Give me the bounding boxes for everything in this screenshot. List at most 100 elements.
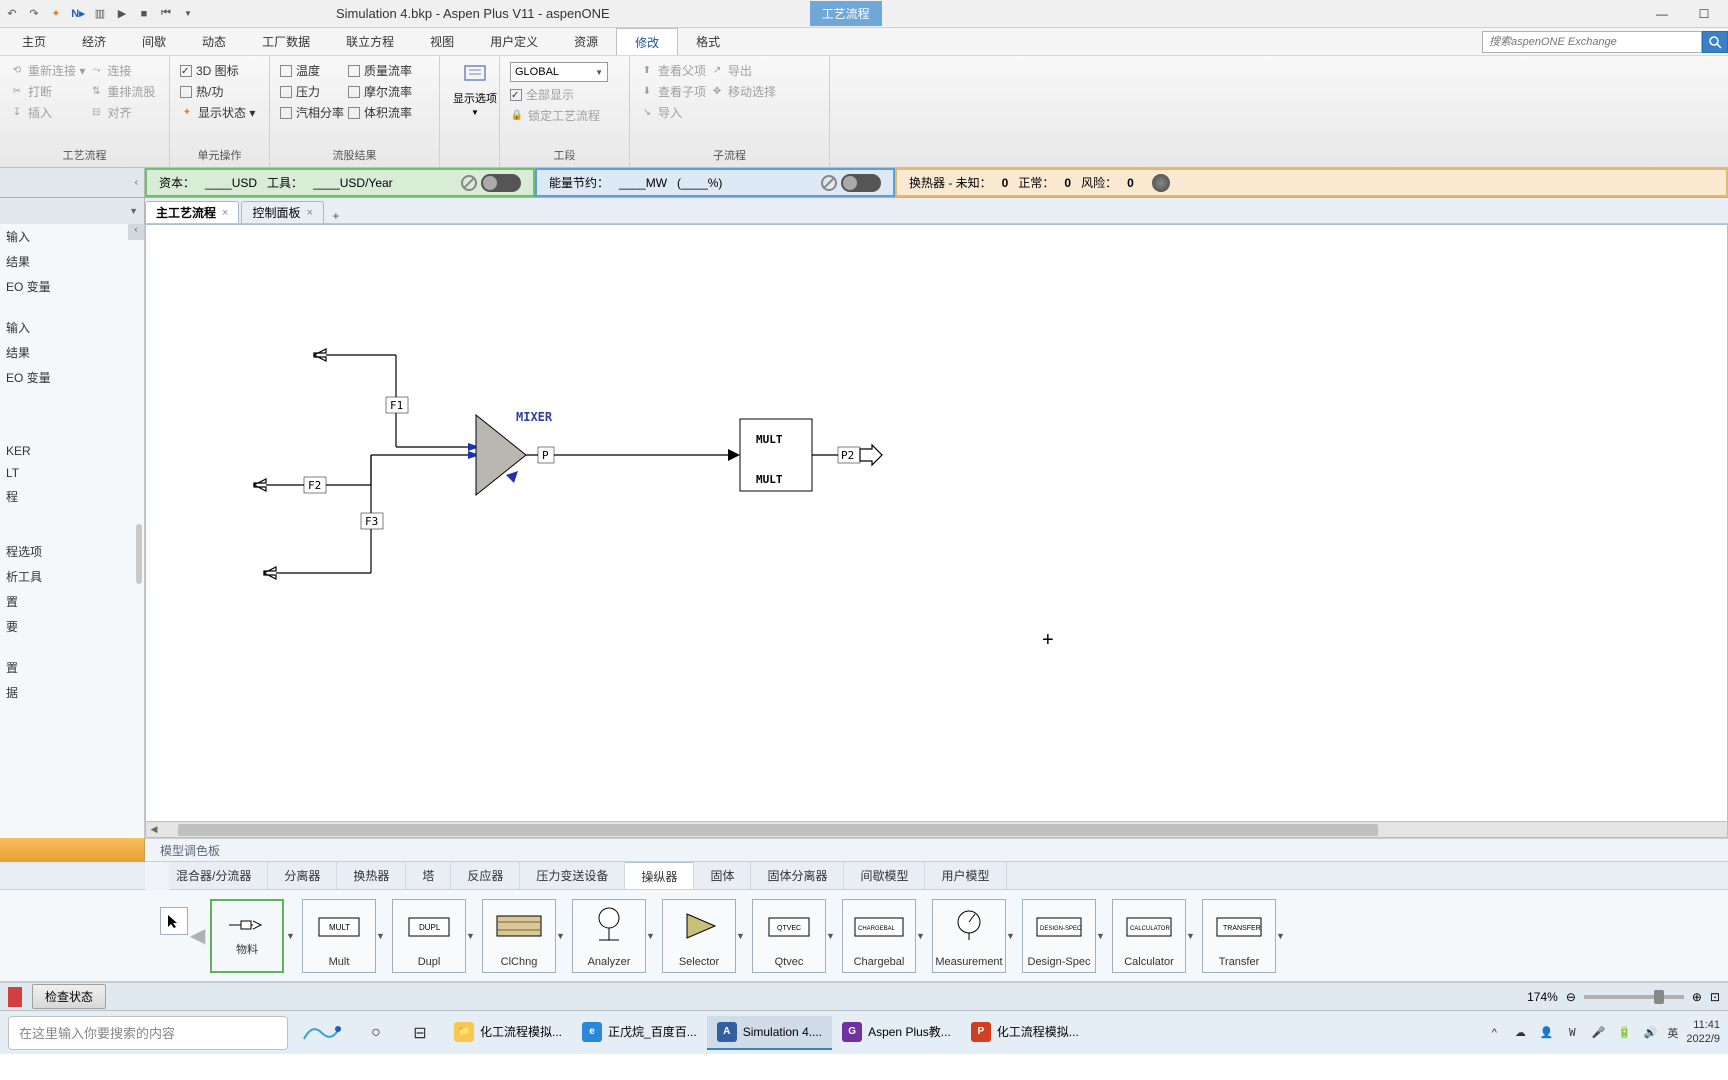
tray-battery-icon[interactable]: 🔋 xyxy=(1615,1024,1633,1042)
menu-economy[interactable]: 经济 xyxy=(64,28,124,55)
palette-item-dupl[interactable]: DUPL Dupl xyxy=(392,899,466,973)
section-combo[interactable]: GLOBAL▼ xyxy=(510,62,608,82)
tray-ime[interactable]: 英 xyxy=(1667,1025,1678,1041)
rg-viewparent[interactable]: ⬆查看父项 xyxy=(640,62,706,79)
rg-3d[interactable]: 3D 图标 xyxy=(180,62,255,79)
menu-home[interactable]: 主页 xyxy=(4,28,64,55)
doctab-main[interactable]: 主工艺流程× xyxy=(145,201,239,223)
check-status-button[interactable]: 检查状态 xyxy=(32,984,106,1009)
menu-view[interactable]: 视图 xyxy=(412,28,472,55)
qat-rewind-icon[interactable]: ⏮ xyxy=(158,6,174,22)
menu-dynamic[interactable]: 动态 xyxy=(184,28,244,55)
flowsheet-canvas[interactable]: F1 F2 F3 MIXER P xyxy=(145,224,1728,838)
zoom-slider[interactable] xyxy=(1584,995,1684,999)
tray-up-icon[interactable]: ^ xyxy=(1485,1024,1503,1042)
palette-item-qtvec[interactable]: QTVEC Qtvec xyxy=(752,899,826,973)
palette-item-dd[interactable]: ▼ xyxy=(1276,931,1290,941)
doctab-control[interactable]: 控制面板× xyxy=(241,201,323,223)
chk-temp[interactable] xyxy=(280,65,292,77)
nav-item[interactable]: 结果 xyxy=(0,249,144,274)
ptab-user[interactable]: 用户模型 xyxy=(925,862,1006,889)
ptab-reactor[interactable]: 反应器 xyxy=(451,862,520,889)
palette-pointer[interactable] xyxy=(160,907,188,935)
palette-item-dd[interactable]: ▼ xyxy=(826,931,840,941)
ptab-hx[interactable]: 换热器 xyxy=(337,862,406,889)
cortana-icon[interactable] xyxy=(292,1016,352,1050)
nav-item[interactable]: 结果 xyxy=(0,340,144,365)
chk-showall[interactable] xyxy=(510,89,522,101)
rg-showstatus[interactable]: ✦显示状态 ▾ xyxy=(180,104,255,121)
palette-item-dd[interactable]: ▼ xyxy=(556,931,570,941)
tray-volume-icon[interactable]: 🔊 xyxy=(1641,1024,1659,1042)
rg-insert[interactable]: ↧插入 xyxy=(10,104,85,121)
rg-connect[interactable]: ⤳连接 xyxy=(89,62,155,79)
tray-people-icon[interactable]: 👤 xyxy=(1537,1024,1555,1042)
palette-item-chargebal[interactable]: CHARGEBAL Chargebal xyxy=(842,899,916,973)
chk-vol[interactable] xyxy=(348,107,360,119)
palette-item-selector[interactable]: Selector xyxy=(662,899,736,973)
nav-item[interactable]: 据 xyxy=(0,680,144,705)
qat-icon-5[interactable]: ▥ xyxy=(92,6,108,22)
nav-item[interactable]: 输入 xyxy=(0,224,144,249)
ptab-separator[interactable]: 分离器 xyxy=(268,862,337,889)
palette-item-clchng[interactable]: ClChng xyxy=(482,899,556,973)
palette-prev[interactable]: ◀ xyxy=(190,899,206,973)
rg-align[interactable]: ⊟对齐 xyxy=(89,104,155,121)
ptab-manipulator[interactable]: 操纵器 xyxy=(625,862,694,889)
taskbar-item[interactable]: ASimulation 4.... xyxy=(707,1016,832,1050)
palette-item-dd[interactable]: ▼ xyxy=(466,931,480,941)
econ-toggle[interactable] xyxy=(481,174,521,192)
nav-item[interactable]: 置 xyxy=(0,655,144,680)
qat-redo-icon[interactable]: ↷ xyxy=(26,6,42,22)
nav-item[interactable]: 输入 xyxy=(0,315,144,340)
rg-press[interactable]: 压力 xyxy=(280,83,344,100)
chk-mass[interactable] xyxy=(348,65,360,77)
taskbar-item[interactable]: P化工流程模拟... xyxy=(961,1016,1089,1050)
task-view-icon[interactable]: ○ xyxy=(356,1016,396,1050)
nav-item[interactable]: LT xyxy=(0,462,144,484)
ptab-pressure[interactable]: 压力变送设备 xyxy=(520,862,625,889)
palette-item-measurement[interactable]: Measurement xyxy=(932,899,1006,973)
rg-showall[interactable]: 全部显示 xyxy=(510,86,608,103)
rg-volflow[interactable]: 体积流率 xyxy=(348,104,412,121)
minimize-button[interactable]: — xyxy=(1642,2,1682,26)
qat-undo-icon[interactable]: ↶ xyxy=(4,6,20,22)
zoom-out-button[interactable]: ⊖ xyxy=(1566,990,1576,1004)
target-icon[interactable] xyxy=(1152,174,1170,192)
rg-heat[interactable]: 热/功 xyxy=(180,83,255,100)
nav-collapse-icon[interactable]: ‹ xyxy=(128,224,144,240)
rg-export[interactable]: ↗导出 xyxy=(710,62,776,79)
palette-item-mult[interactable]: MULT Mult xyxy=(302,899,376,973)
qat-play-icon[interactable]: ▶ xyxy=(114,6,130,22)
taskbar-item[interactable]: e正戊烷_百度百... xyxy=(572,1016,707,1050)
qat-stop-icon[interactable]: ■ xyxy=(136,6,152,22)
rg-viewchild[interactable]: ⬇查看子项 xyxy=(640,83,706,100)
rg-reconnect[interactable]: ⟲重新连接 ▾ xyxy=(10,62,85,79)
taskbar-item[interactable]: 📁化工流程模拟... xyxy=(444,1016,572,1050)
zoom-fit-button[interactable]: ⊡ xyxy=(1710,990,1720,1004)
energy-toggle[interactable] xyxy=(841,174,881,192)
ptab-column[interactable]: 塔 xyxy=(406,862,451,889)
palette-item-design-spec[interactable]: DESIGN-SPEC Design-Spec xyxy=(1022,899,1096,973)
palette-item-dd[interactable]: ▼ xyxy=(916,931,930,941)
tray-mic-icon[interactable]: 🎤 xyxy=(1589,1024,1607,1042)
tray-wifi-icon[interactable]: W xyxy=(1563,1024,1581,1042)
maximize-button[interactable]: ☐ xyxy=(1684,2,1724,26)
palette-material-dd[interactable]: ▼ xyxy=(286,931,300,941)
chk-vfrac[interactable] xyxy=(280,107,292,119)
nav-collapse-top[interactable]: ‹ xyxy=(0,168,145,197)
chk-3d[interactable] xyxy=(180,65,192,77)
rg-import[interactable]: ↘导入 xyxy=(640,104,706,121)
chk-mole[interactable] xyxy=(348,86,360,98)
menu-modify[interactable]: 修改 xyxy=(616,28,678,55)
qat-icon-3[interactable]: ✦ xyxy=(48,6,64,22)
rg-lock[interactable]: 🔒锁定工艺流程 xyxy=(510,107,608,124)
rg-moleflow[interactable]: 摩尔流率 xyxy=(348,83,412,100)
nav-item[interactable]: KER xyxy=(0,440,144,462)
menu-batch[interactable]: 间歇 xyxy=(124,28,184,55)
task-timeline-icon[interactable]: ⊟ xyxy=(400,1016,440,1050)
rg-reroute[interactable]: ⇅重排流股 xyxy=(89,83,155,100)
hscroll-thumb[interactable] xyxy=(178,824,1378,836)
add-tab-button[interactable]: + xyxy=(326,209,346,223)
rg-movesel[interactable]: ✥移动选择 xyxy=(710,83,776,100)
